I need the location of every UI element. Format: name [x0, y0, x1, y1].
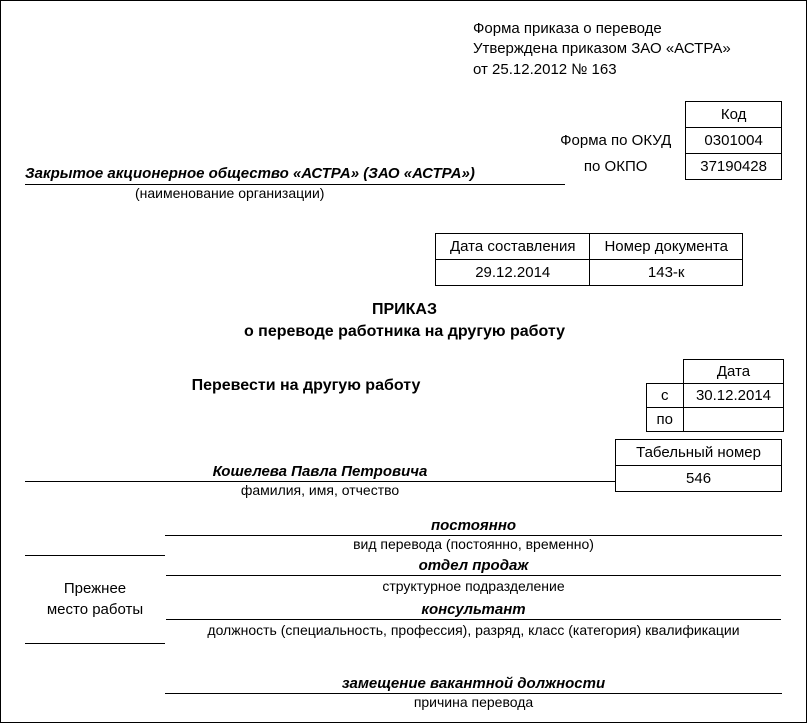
reason-area: замещение вакантной должности причина пе… — [165, 675, 782, 716]
okpo-value: 37190428 — [686, 154, 782, 180]
approval-block: Форма приказа о переводе Утверждена прик… — [473, 19, 731, 80]
date-header: Дата составления — [436, 234, 590, 260]
employee-fio-area: Кошелева Павла Петровича фамилия, имя, о… — [25, 463, 615, 498]
doc-info-table: Дата составления Номер документа 29.12.2… — [435, 233, 743, 286]
tab-number-table: Табельный номер 546 — [615, 439, 782, 492]
transfer-date-table: Дата с 30.12.2014 по — [646, 359, 784, 432]
prev-work-block: Прежнее место работы отдел продаж структ… — [25, 555, 782, 644]
transfer-details: постоянно вид перевода (постоянно, време… — [25, 517, 782, 560]
transfer-action: Перевести на другую работу — [1, 377, 611, 395]
reason-value: замещение вакантной должности — [165, 675, 782, 694]
date-value: 29.12.2014 — [436, 260, 590, 286]
num-header: Номер документа — [590, 234, 742, 260]
transfer-type-caption: вид перевода (постоянно, временно) — [165, 536, 782, 552]
prev-work-table: Прежнее место работы отдел продаж структ… — [25, 555, 782, 644]
position-value: консультант — [166, 601, 781, 620]
okud-label: Форма по ОКУД — [546, 128, 686, 154]
approval-line2: Утверждена приказом ЗАО «АСТРА» — [473, 39, 731, 59]
dept-caption: структурное подразделение — [165, 577, 782, 600]
organization-caption: (наименование организации) — [25, 185, 565, 201]
num-value: 143-к — [590, 260, 742, 286]
transfer-type-value: постоянно — [165, 517, 782, 536]
transfer-date-header: Дата — [684, 360, 784, 384]
transfer-from-label: с — [646, 384, 683, 408]
order-form-page: Форма приказа о переводе Утверждена прик… — [0, 0, 807, 723]
reason-caption: причина перевода — [165, 694, 782, 716]
order-title: ПРИКАЗ о переводе работника на другую ра… — [1, 299, 807, 342]
approval-line1: Форма приказа о переводе — [473, 19, 731, 39]
employee-fio: Кошелева Павла Петровича — [25, 463, 615, 482]
transfer-from-value: 30.12.2014 — [684, 384, 784, 408]
codes-header: Код — [686, 102, 782, 128]
approval-line3: от 25.12.2012 № 163 — [473, 60, 731, 80]
okpo-label: по ОКПО — [546, 154, 686, 180]
order-main-title: ПРИКАЗ — [1, 299, 807, 321]
organization-name: Закрытое акционерное общество «АСТРА» (З… — [25, 165, 565, 185]
dept-value: отдел продаж — [166, 557, 781, 576]
tab-number-header: Табельный номер — [616, 440, 782, 466]
tab-number-value: 546 — [616, 466, 782, 492]
codes-table: Код Форма по ОКУД 0301004 по ОКПО 371904… — [546, 101, 782, 180]
prev-work-label2: место работы — [47, 601, 143, 618]
transfer-to-value — [684, 408, 784, 432]
order-subtitle: о переводе работника на другую работу — [1, 321, 807, 343]
position-caption: должность (специальность, профессия), ра… — [165, 621, 782, 644]
transfer-to-label: по — [646, 408, 683, 432]
okud-value: 0301004 — [686, 128, 782, 154]
prev-work-label1: Прежнее — [64, 580, 126, 597]
employee-fio-caption: фамилия, имя, отчество — [25, 482, 615, 498]
organization-area: Закрытое акционерное общество «АСТРА» (З… — [25, 165, 565, 201]
prev-work-label-cell: Прежнее место работы — [25, 556, 165, 644]
